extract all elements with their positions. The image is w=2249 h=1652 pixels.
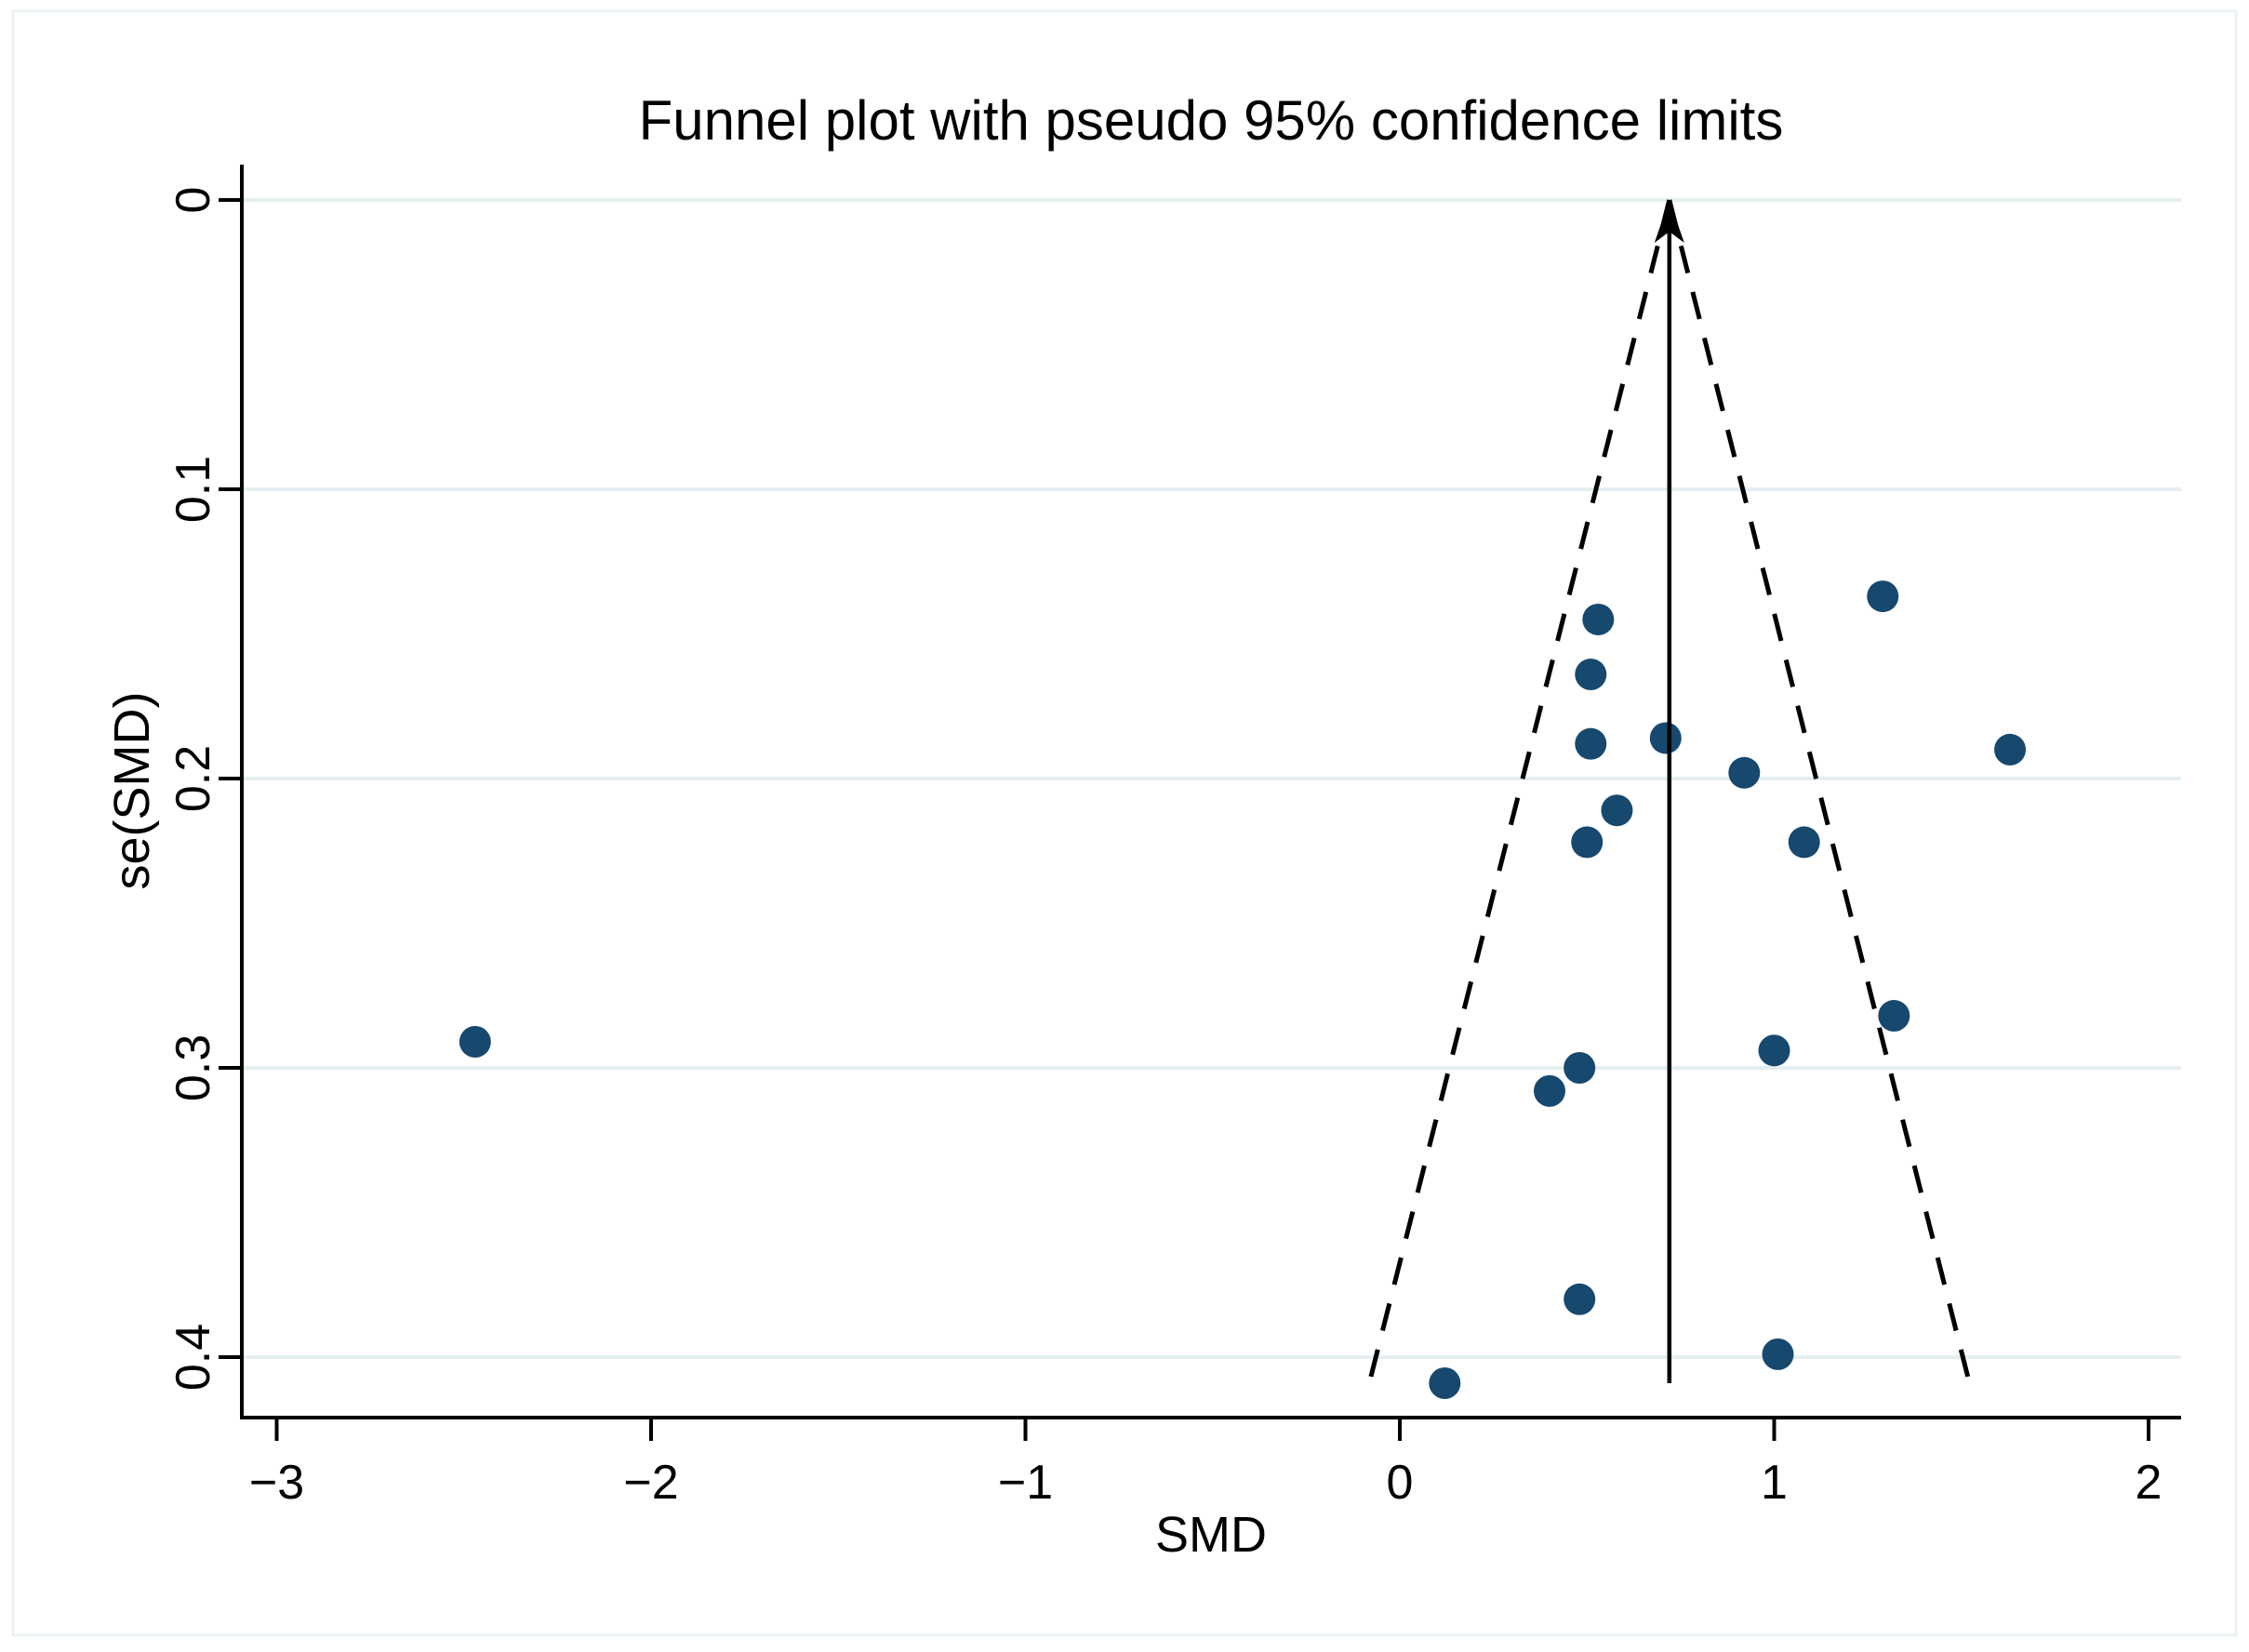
x-tick-label: −3 [249,1456,304,1510]
data-point [1994,733,2027,766]
data-point [1758,1034,1790,1067]
data-point [1575,659,1607,691]
y-tick-label: 0.1 [166,456,220,523]
data-point [1429,1366,1461,1399]
data-point [1728,756,1761,789]
data-point [1582,603,1615,635]
data-point [1878,1000,1910,1032]
graph-frame [11,9,2238,1637]
y-tick-label: 0.2 [166,745,220,812]
center-line-arrowhead-icon [1654,200,1684,243]
x-tick-label: 2 [2136,1456,2162,1510]
x-tick-label: 0 [1387,1456,1414,1510]
data-point [1649,722,1682,754]
data-point [459,1026,491,1059]
x-tick-label: −1 [998,1456,1053,1510]
y-tick-label: 0.4 [166,1324,220,1391]
data-point [1571,826,1604,859]
data-point [1601,794,1633,827]
x-tick-label: 1 [1761,1456,1788,1510]
data-point [1564,1283,1596,1315]
chart-title: Funnel plot with pseudo 95% confidence l… [639,89,1784,152]
chart-layers: −3 −2 −1 0 1 2 0 0.1 0.2 0.3 0.4 [11,9,2238,1637]
data-point [1534,1074,1565,1107]
y-tick-label: 0.3 [166,1034,220,1101]
data-point [1564,1052,1596,1084]
data-point [1867,580,1899,613]
data-point [1762,1338,1794,1370]
data-point [1788,826,1820,859]
y-tick-label: 0 [166,187,220,214]
x-axis-label: SMD [1155,1507,1267,1563]
pseudo-ci-left-line [1367,199,1672,1379]
pseudo-ci-right-line [1667,199,1971,1379]
y-axis-label: se(SMD) [104,692,160,890]
data-point [1575,727,1607,760]
x-tick-label: −2 [623,1456,678,1510]
